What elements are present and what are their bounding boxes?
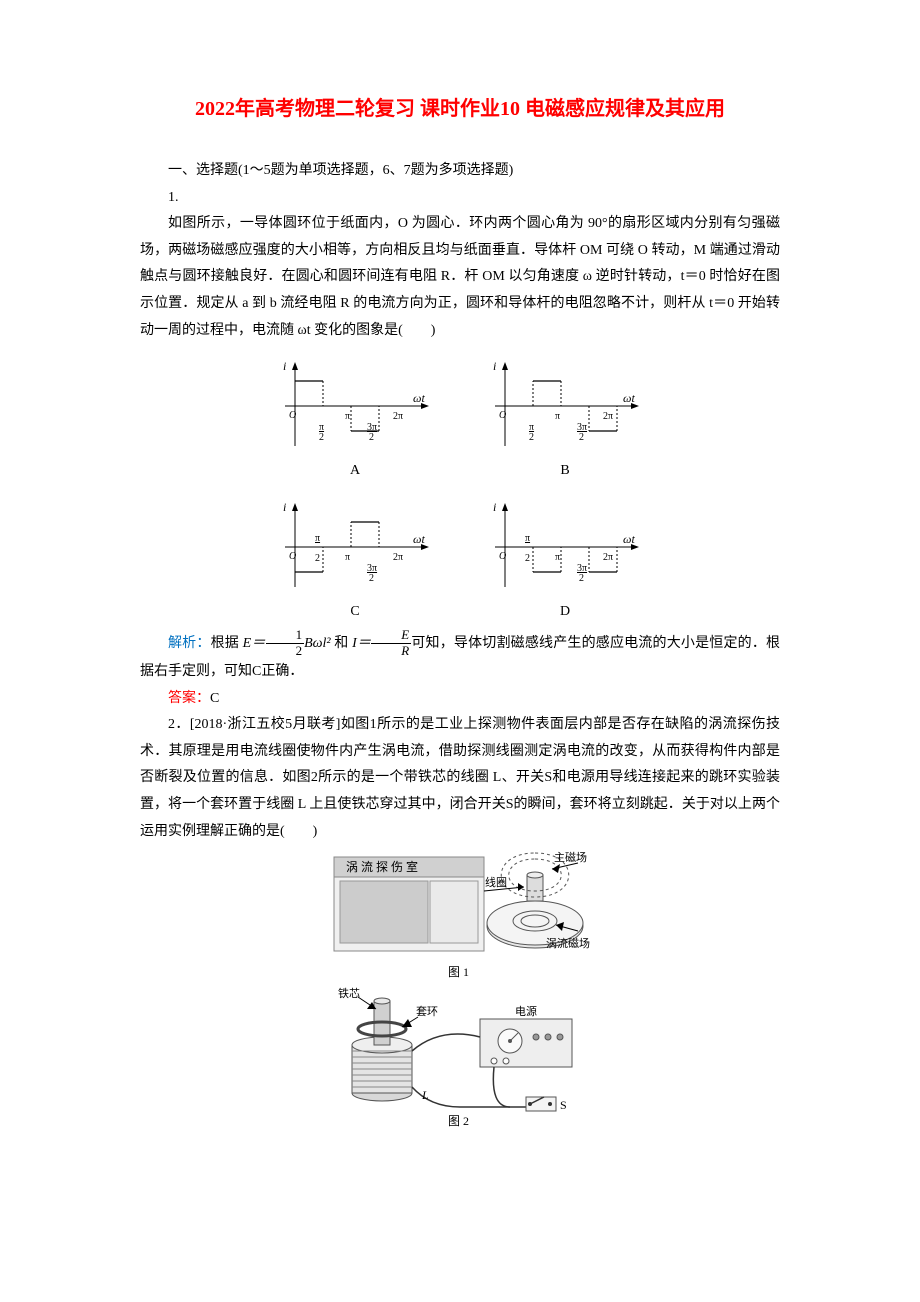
graph-b-svg: i ωt O π 2 π 3π 2 2π [485,356,645,456]
svg-text:2: 2 [579,573,584,584]
graph-c-label: C [350,599,359,626]
figure-2-svg: 铁芯 套环 电源 L S 图 2 [330,987,590,1127]
graph-a-svg: i ωt O π 2 π 3π 2 2π [275,356,435,456]
svg-text:i: i [283,500,286,514]
svg-text:O: O [499,551,506,562]
svg-text:i: i [493,500,496,514]
formula1-den: 2 [266,644,305,658]
svg-text:2π: 2π [603,411,613,422]
answer-label: 答案： [168,691,210,706]
formula2-lhs: I＝ [352,636,371,651]
formula1-num: 1 [266,628,305,643]
svg-text:O: O [289,410,296,421]
q1-answer: 答案：C [140,686,780,713]
fig1-banner: 涡 流 探 伤 室 [346,859,418,874]
svg-text:ωt: ωt [623,391,635,405]
svg-text:ωt: ωt [623,532,635,546]
fig2-S-label: S [560,1098,567,1112]
q1-answer-value: C [210,691,219,706]
graph-a-label: A [350,458,360,485]
svg-text:O: O [499,410,506,421]
q2-number: 2． [168,717,190,732]
formula2-frac: ER [371,628,411,658]
svg-text:i: i [283,359,286,373]
figure-1-svg: 涡 流 探 伤 室 线圈 主磁场 涡流磁场 [330,851,590,981]
formula1-frac: 12 [266,628,305,658]
figure-2: 铁芯 套环 电源 L S 图 2 [140,987,780,1127]
svg-text:O: O [289,551,296,562]
analysis-label: 解析： [168,636,211,651]
fig1-eddy-field-label: 涡流磁场 [546,936,590,950]
svg-text:2: 2 [529,432,534,443]
svg-text:π: π [555,552,560,563]
svg-text:π: π [345,411,350,422]
q1-analysis-pre: 根据 [211,636,243,651]
svg-text:ωt: ωt [413,532,425,546]
svg-text:2π: 2π [393,411,403,422]
svg-text:2π: 2π [393,552,403,563]
svg-text:π: π [555,411,560,422]
q1-body-text: 如图所示，一导体圆环位于纸面内，O 为圆心．环内两个圆心角为 90°的扇形区域内… [140,216,780,337]
q1-graphs-row1: i ωt O π 2 π 3π 2 2π A [140,356,780,485]
fig2-ring-label: 套环 [416,1005,438,1018]
fig2-iron-core-label: 铁芯 [338,987,360,1000]
graph-c-svg: i ωt O π 2 π 3π 2 2π [275,497,435,597]
fig1-main-field-label: 主磁场 [554,851,587,864]
graph-c: i ωt O π 2 π 3π 2 2π C [275,497,435,626]
svg-text:2π: 2π [603,552,613,563]
svg-text:2: 2 [525,553,530,564]
svg-text:2: 2 [319,432,324,443]
fig2-caption: 图 2 [448,1114,469,1127]
figure-1: 涡 流 探 伤 室 线圈 主磁场 涡流磁场 [140,851,780,981]
graph-b-label: B [560,458,569,485]
fig1-coil-label: 线圈 [485,875,507,889]
section-heading: 一、选择题(1～5题为单项选择题，6、7题为多项选择题) [140,158,780,185]
svg-text:2: 2 [369,432,374,443]
svg-text:π: π [345,552,350,563]
fig1-caption: 图 1 [448,965,469,979]
svg-text:π: π [525,533,530,544]
graph-d-svg: i ωt O π 2 π 3π 2 2π [485,497,645,597]
formula2-num: E [371,628,411,643]
graph-a: i ωt O π 2 π 3π 2 2π A [275,356,435,485]
q1-analysis-between: 和 [331,636,353,651]
svg-text:π: π [315,533,320,544]
svg-text:2: 2 [315,553,320,564]
q2-source: [2018·浙江五校5月联考] [190,717,341,732]
page-title: 2022年高考物理二轮复习 课时作业10 电磁感应规律及其应用 [140,90,780,128]
q1-analysis: 解析：根据 E＝12Bωl² 和 I＝ER可知，导体切割磁感线产生的感应电流的大… [140,629,780,685]
q1-graphs-row2: i ωt O π 2 π 3π 2 2π C [140,497,780,626]
formula1-lhs: E＝ [243,636,266,651]
svg-text:ωt: ωt [413,391,425,405]
svg-text:2: 2 [369,573,374,584]
q1-number: 1. [140,185,780,212]
fig2-L-label: L [421,1088,429,1102]
fig2-power-label: 电源 [515,1004,537,1018]
graph-d: i ωt O π 2 π 3π 2 2π D [485,497,645,626]
svg-text:i: i [493,359,496,373]
formula1-rhs: Bωl² [304,636,331,651]
q2-body-text: 如图1所示的是工业上探测物件表面层内部是否存在缺陷的涡流探伤技术．其原理是用电流… [140,717,780,838]
svg-text:2: 2 [579,432,584,443]
graph-b: i ωt O π 2 π 3π 2 2π B [485,356,645,485]
graph-d-label: D [560,599,570,626]
q1-body: 如图所示，一导体圆环位于纸面内，O 为圆心．环内两个圆心角为 90°的扇形区域内… [140,211,780,344]
q2-body: 2．[2018·浙江五校5月联考]如图1所示的是工业上探测物件表面层内部是否存在… [140,712,780,845]
formula2-den: R [371,644,411,658]
